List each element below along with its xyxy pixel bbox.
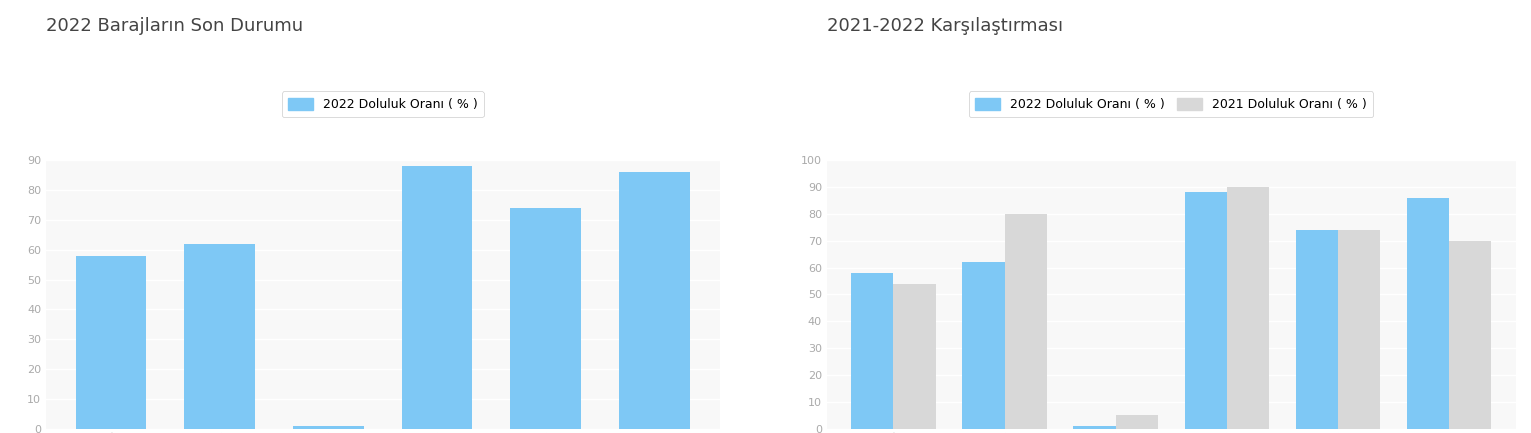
Text: 2021-2022 Karşılaştırması: 2021-2022 Karşılaştırması <box>827 17 1063 36</box>
Bar <box>1338 230 1379 429</box>
Text: 2022 Barajların Son Durumu: 2022 Barajların Son Durumu <box>46 17 303 36</box>
Bar <box>619 172 689 429</box>
Bar <box>1004 214 1047 429</box>
Bar <box>184 244 256 429</box>
Bar <box>1295 230 1338 429</box>
Bar <box>851 273 894 429</box>
Bar <box>1407 198 1448 429</box>
Legend: 2022 Doluluk Oranı ( % ): 2022 Doluluk Oranı ( % ) <box>282 91 484 117</box>
Bar <box>77 255 147 429</box>
Bar <box>894 284 935 429</box>
Bar <box>1073 426 1116 429</box>
Bar <box>963 262 1004 429</box>
Bar <box>1448 241 1491 429</box>
Bar <box>292 426 364 429</box>
Bar <box>401 166 473 429</box>
Bar <box>1226 187 1269 429</box>
Legend: 2022 Doluluk Oranı ( % ), 2021 Doluluk Oranı ( % ): 2022 Doluluk Oranı ( % ), 2021 Doluluk O… <box>969 91 1373 117</box>
Bar <box>510 208 582 429</box>
Bar <box>1116 415 1157 429</box>
Bar <box>1185 192 1226 429</box>
